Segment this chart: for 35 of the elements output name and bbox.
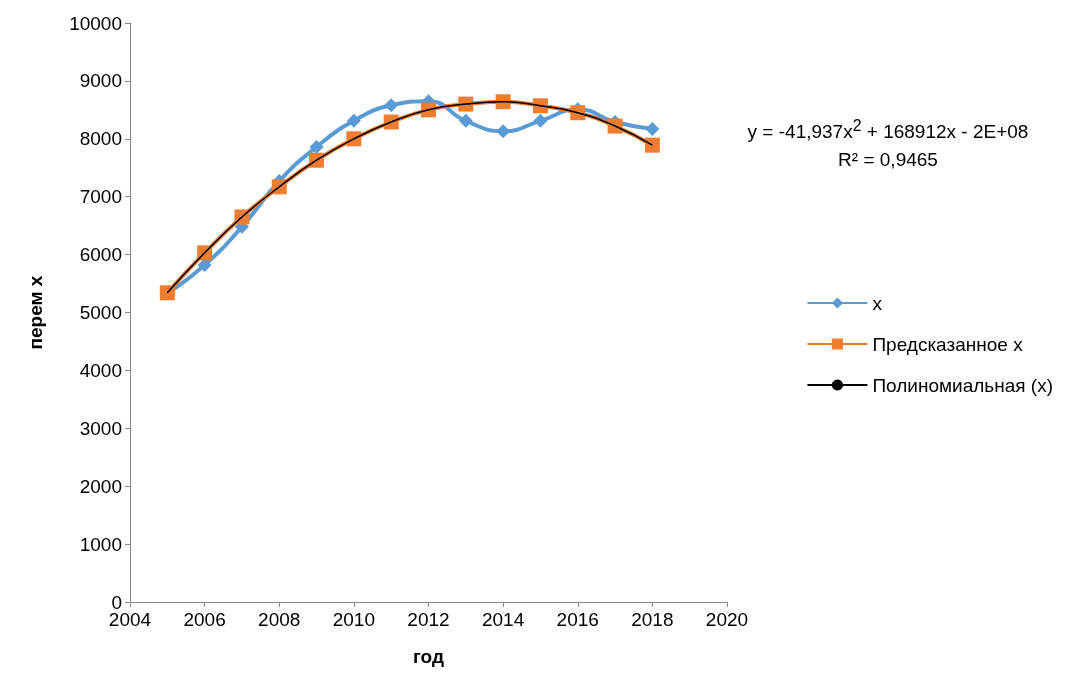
legend-label: Предсказанное x	[872, 333, 1024, 355]
y-axis-title: перем x	[25, 275, 46, 350]
point	[458, 113, 473, 128]
legend-label: Полиномиальная (x)	[872, 374, 1053, 396]
text: y = -41,937x$^{2}$ + 168912x - 2E+08	[747, 117, 1029, 143]
y-tick-label: 6000	[79, 244, 122, 266]
x-tick-label: 2016	[556, 609, 599, 630]
y-tick-label: 2000	[79, 475, 122, 497]
y-tick-label: 9000	[79, 70, 122, 92]
y-tick-label: 3000	[79, 417, 122, 439]
point	[384, 98, 399, 113]
point	[496, 124, 511, 139]
point	[645, 121, 660, 136]
x-tick-label: 2010	[332, 609, 376, 630]
legend-label: x	[872, 292, 883, 314]
x-tick-label: 2018	[631, 609, 674, 630]
x-tick-label: 2008	[258, 609, 301, 630]
y-tick-label: 5000	[79, 302, 122, 323]
y-tick-label: 8000	[79, 128, 122, 150]
text: R² = 0,9465	[838, 149, 938, 171]
y-tick-label: 4000	[79, 359, 122, 381]
point	[309, 139, 324, 154]
y-tick-label: 7000	[79, 186, 122, 208]
y-tick-label: 10000	[69, 12, 122, 34]
point	[458, 96, 474, 112]
point	[644, 137, 660, 153]
y-tick-label: 1000	[79, 533, 122, 555]
x-axis-title: год	[412, 646, 445, 667]
point	[533, 113, 548, 128]
x-tick-label: 2006	[183, 609, 226, 630]
x-tick-label: 2012	[407, 609, 450, 630]
point	[197, 258, 212, 273]
point	[346, 113, 361, 128]
x-tick-label: 2020	[705, 609, 749, 630]
x-tick-label: 2014	[481, 609, 525, 630]
